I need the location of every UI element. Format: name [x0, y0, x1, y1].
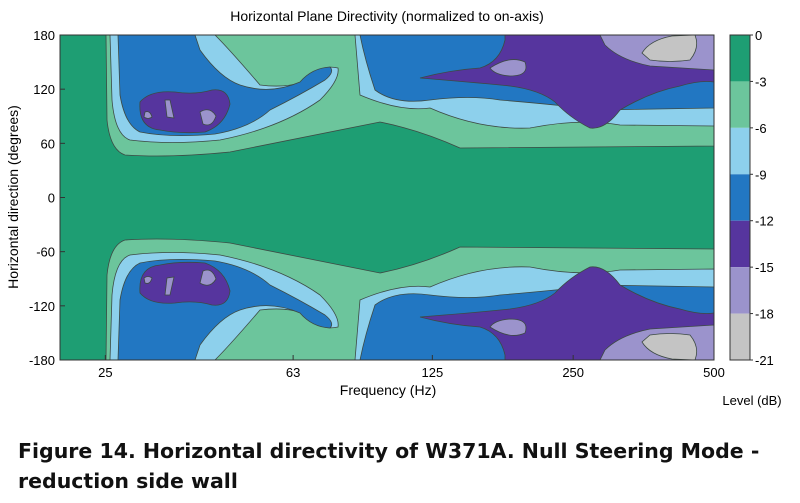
x-tick-label: 25 — [98, 365, 112, 380]
colorbar-frame — [729, 34, 751, 361]
contour-minus18 — [641, 35, 698, 62]
colorbar-segment — [730, 127, 750, 175]
y-tick-label: -180 — [29, 353, 55, 368]
colorbar-tick-label: -6 — [755, 121, 767, 136]
colorbar-segment — [730, 267, 750, 314]
contour-minus12 — [139, 35, 714, 134]
y-tick-label: 0 — [48, 191, 55, 206]
directivity-chart: Horizontal Plane Directivity (normalized… — [5, 8, 782, 408]
x-axis-label: Frequency (Hz) — [340, 382, 436, 398]
x-tick-label: 250 — [562, 365, 584, 380]
colorbar-segment — [730, 220, 750, 268]
y-tick-label: 60 — [41, 136, 55, 151]
y-tick-label: -120 — [29, 299, 55, 314]
colorbar-tick-label: -21 — [755, 353, 774, 368]
colorbar: 0 -3 -6 -9 -12 -15 -18 -21 — [729, 28, 774, 368]
x-tick-label: 500 — [703, 365, 725, 380]
colorbar-segment — [730, 313, 750, 360]
x-tick-label: 63 — [286, 365, 300, 380]
y-tick-label: -60 — [36, 245, 55, 260]
plot-area — [60, 35, 714, 360]
colorbar-label: Level (dB) — [722, 393, 781, 408]
colorbar-segment — [730, 174, 750, 221]
y-tick-label: 180 — [33, 28, 55, 43]
colorbar-tick-label: -15 — [755, 260, 774, 275]
colorbar-tick-label: 0 — [755, 28, 762, 43]
colorbar-tick-label: -12 — [755, 214, 774, 229]
colorbar-segment — [730, 35, 750, 82]
colorbar-tick-label: -18 — [755, 307, 774, 322]
colorbar-tick-label: -9 — [755, 167, 767, 182]
x-tick-label: 125 — [421, 365, 443, 380]
upper-half-contours — [105, 35, 714, 157]
figure-caption: Figure 14. Horizontal directivity of W37… — [18, 439, 760, 493]
y-tick-label: 120 — [33, 82, 55, 97]
colorbar-tick-label: -3 — [755, 74, 767, 89]
y-axis-label: Horizontal direction (degrees) — [5, 105, 21, 289]
chart-title: Horizontal Plane Directivity (normalized… — [230, 8, 544, 24]
colorbar-segment — [730, 81, 750, 128]
